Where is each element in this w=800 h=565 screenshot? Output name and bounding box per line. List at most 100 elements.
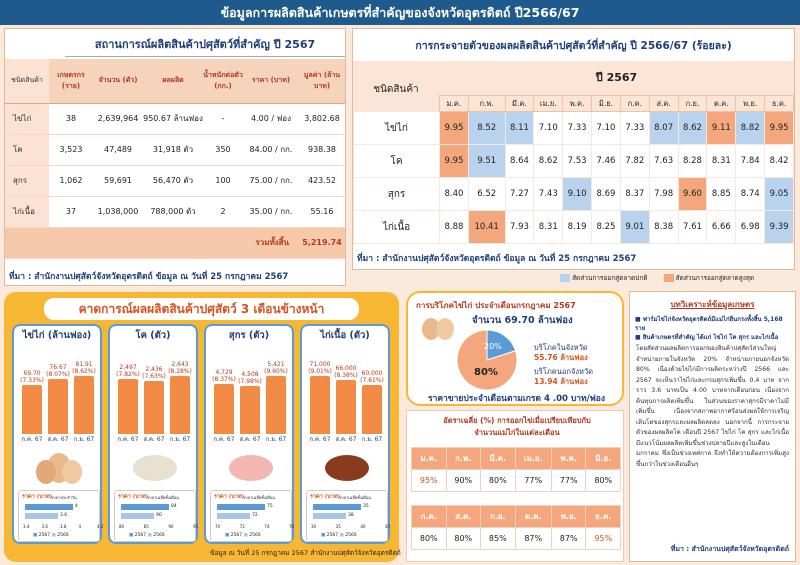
out-value: 13.94 ล้านฟอง [534, 377, 588, 386]
distribution-cell: 7.98 [648, 177, 679, 211]
forecast-bar-month: ก.ค. 67 [21, 436, 43, 443]
forecast-bar [336, 380, 356, 434]
ratio-table: ม.ค. ก.พ. มี.ค. เม.ย. พ.ค. มิ.ย. 95% 90% 80% 77% 7… [411, 447, 621, 550]
price-legend: ■ 2567 ■ 2566 [33, 533, 69, 538]
month-12: ธ.ค. [764, 95, 794, 112]
forecast-card: สุกร (ตัว) 4,729 (8.37%) ก.ค. 67 4,508 (7.98%… [204, 324, 294, 544]
distribution-cell: 8.69 [591, 177, 621, 211]
consumption-amount: จำนวน 69.70 ล้านฟอง [472, 315, 573, 326]
forecast-bars: 69.70 (7.33%) ก.ค. 67 76.67 (8.07%) ส.ค. 67 81… [18, 344, 100, 443]
forecast-bar-month: ส.ค. 67 [47, 436, 69, 443]
situation-cell-name: สุกร [5, 165, 49, 197]
forecast-bar-pct: (7.33%) [20, 377, 44, 384]
forecast-bar-value: 4,508 [241, 371, 259, 378]
ratio-value: 87% [514, 527, 552, 550]
page-title: ข้อมูลการผลิตสินค้าเกษตรที่สำคัญของจังหว… [0, 0, 800, 25]
forecast-bar [48, 379, 68, 434]
distribution-cell: 8.62 [533, 144, 564, 178]
forecast-bar-pct: (9.60%) [264, 368, 288, 375]
forecast-bars: 2,497 (7.82%) ก.ค. 67 2,436 (7.63%) ส.ค. 67 2,… [114, 344, 196, 443]
distribution-cell: 6.98 [735, 210, 766, 244]
ratio-value: 80% [480, 469, 516, 492]
price-bar-value: 35 [363, 504, 369, 509]
price-note: ราคาเฉลี่ยทั้งเดือน [147, 495, 179, 500]
situation-cell-farmers: 1,062 [49, 165, 93, 197]
situation-cell-count: 59,691 [93, 165, 143, 197]
consumption-out: บริโภคนอกจังหวัด 13.94 ล้านฟอง [534, 367, 593, 387]
month-11: พ.ย. [735, 95, 766, 112]
price-axis-tick: 76 [289, 524, 295, 529]
price-axis-tick: 90 [168, 524, 174, 529]
in-label: บริโภคในจังหวัด [534, 343, 588, 352]
situation-total-row: รวมทั้งสิ้น 5,219.74 [5, 227, 345, 259]
forecast-bar-month: ก.ค. 67 [117, 436, 139, 443]
situation-cell-count: 1,038,000 [93, 196, 143, 228]
forecast-bars: 4,729 (8.37%) ก.ค. 67 4,508 (7.98%) ส.ค. 67 5,… [210, 344, 292, 443]
consumption-price: ราคาขายประจำเดือนตามเกรด 4 .00 บาท/ฟอง [428, 394, 606, 404]
distribution-year-header: ปี 2567 [439, 61, 794, 95]
forecast-card-title: ไก่เนื้อ (ตัว) [320, 330, 370, 341]
distribution-cell: 8.40 [439, 177, 469, 211]
col-weight: น้ำหนักต่อตัว (กก.) [203, 59, 243, 104]
distribution-cell: 8.82 [735, 111, 766, 145]
price-axis-tick: 4.2 [97, 524, 104, 529]
legend-low-label: สัดส่วนการออกสู่ตลาดปกติ [572, 274, 648, 282]
forecast-bar [240, 386, 260, 434]
distribution-cell: 9.95 [439, 111, 469, 145]
ratio-month: เม.ย. [514, 447, 552, 470]
distribution-cell: 9.05 [764, 177, 794, 211]
forecast-bar-pct: (8.28%) [168, 368, 192, 375]
situation-cell-value: 423.52 [299, 165, 345, 197]
forecast-card-title: สุกร (ตัว) [228, 330, 270, 341]
price-bar-value: 4 [75, 504, 78, 509]
distribution-cell: 7.82 [619, 144, 650, 178]
legend-high-swatch [663, 274, 674, 282]
legend-low-swatch [560, 274, 570, 282]
distribution-cell: 8.11 [504, 111, 535, 145]
forecast-panel: คาดการณ์ผลผลิตสินค้าปศุสัตว์ 3 เดือนข้าง… [4, 292, 401, 562]
analysis-body: โดยสัดส่วนผลผลิตการออกของสินค้าปศุสัตว์ส… [636, 345, 789, 468]
forecast-bar [118, 379, 138, 434]
forecast-bar [310, 376, 330, 434]
forecast-card-title: ไข่ไก่ (ล้านฟอง) [22, 330, 92, 341]
price-axis-tick: 45 [385, 524, 391, 529]
forecast-bar-pct: (7.98%) [238, 378, 262, 385]
situation-cell-weight: 100 [203, 165, 243, 197]
distribution-row-name: โค [353, 144, 440, 178]
forecast-bar-month: ส.ค. 67 [335, 436, 357, 443]
month-8: ส.ค. [648, 95, 679, 112]
forecast-bar [170, 376, 190, 434]
forecast-card-title: โค (ตัว) [135, 330, 171, 341]
ratio-month: พ.ค. [550, 447, 587, 470]
distribution-row: ไก่เนื้อ 8.88 10.41 7.93 8.31 8.19 8.25 9.01 8.3… [353, 210, 794, 244]
in-value: 55.76 ล้านฟอง [534, 353, 588, 362]
forecast-bars: 71,000 (9.01%) ก.ค. 67 66,000 (8.38%) ส.ค. 67… [306, 344, 388, 443]
ratio-value: 77% [550, 469, 587, 492]
col-count: จำนวน (ตัว) [93, 59, 143, 104]
distribution-cell: 7.93 [504, 210, 535, 244]
ratio-month: มี.ค. [480, 447, 516, 470]
ratio-value: 80% [445, 527, 482, 550]
ratio-value: 80% [411, 527, 447, 550]
col-output: ผลผลิต [143, 59, 203, 104]
price-bar [25, 513, 58, 519]
legend-2566: 2566 [153, 533, 165, 538]
ratio-month: ก.พ. [445, 447, 482, 470]
distribution-cell: 8.52 [467, 111, 506, 145]
forecast-bar-value: 69.70 [23, 370, 41, 377]
price-axis-tick: 95 [193, 524, 199, 529]
distribution-cell: 8.19 [562, 210, 593, 244]
forecast-bar-value: 76.67 [49, 364, 67, 371]
situation-cell-price: 35.00 / กก. [243, 196, 299, 228]
situation-cell-value: 55.16 [299, 196, 345, 228]
forecast-bar [362, 385, 382, 434]
situation-panel: สถานการณ์ผลิตสินค้าปศุสัตว์ที่สำคัญ ปี 2… [4, 28, 346, 286]
total-value: 5,219.74 [299, 227, 345, 259]
ratio-value: 80% [585, 469, 621, 492]
price-bar-value: 84 [171, 504, 177, 509]
situation-table: ชนิดสินค้า เกษตรกร (ราย) จำนวน (ตัว) ผลผ… [5, 59, 345, 259]
distribution-cell: 9.39 [764, 210, 794, 244]
price-legend: ■ 2567 ■ 2566 [321, 533, 357, 538]
forecast-bar [266, 376, 286, 434]
distribution-cell: 7.84 [735, 144, 766, 178]
